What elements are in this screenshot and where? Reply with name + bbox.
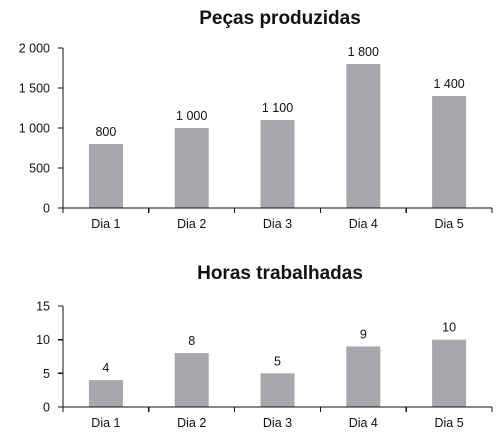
- chart-pecas-produzidas: Peças produzidas 800 1 000 1 100 1 800 1 400…: [19, 8, 493, 231]
- y-tick-label: 5: [43, 367, 50, 381]
- data-label: 8: [188, 334, 195, 348]
- y-tick-label: 1 500: [19, 82, 50, 96]
- x-tick-label: Dia 1: [91, 217, 120, 231]
- x-tick-label: Dia 4: [349, 416, 378, 430]
- bar-1: [88, 144, 123, 208]
- data-label: 9: [360, 327, 367, 341]
- x-tick-label: Dia 2: [177, 217, 206, 231]
- x-tick-label: Dia 5: [435, 217, 464, 231]
- y-tick-label: 0: [43, 202, 50, 216]
- bar-2: [174, 353, 209, 407]
- x-tick-label: Dia 3: [263, 217, 292, 231]
- data-label: 5: [274, 354, 281, 368]
- x-tick-label: Dia 2: [177, 416, 206, 430]
- y-tick-label: 500: [29, 162, 50, 176]
- bar-1: [88, 380, 123, 407]
- chart-title: Peças produzidas: [199, 8, 361, 29]
- x-tick-label: Dia 5: [435, 416, 464, 430]
- x-tick-label: Dia 3: [263, 416, 292, 430]
- y-tick-label: 2 000: [19, 42, 50, 56]
- data-label: 4: [102, 361, 109, 375]
- bar-5: [432, 96, 467, 208]
- data-label: 1 000: [176, 109, 207, 123]
- y-tick-label: 1 000: [19, 122, 50, 136]
- data-label: 800: [95, 125, 116, 139]
- bar-5: [432, 339, 467, 407]
- bar-2: [174, 128, 209, 208]
- chart-horas-trabalhadas: Horas trabalhadas 4 8 5 9 10 0 5 10 15 Dia 1 Dia 2…: [36, 263, 493, 430]
- x-tick-label: Dia 4: [349, 217, 378, 231]
- bar-4: [346, 64, 381, 208]
- data-label: 1 400: [433, 77, 464, 91]
- bar-3: [260, 120, 295, 208]
- y-tick-label: 15: [36, 300, 50, 314]
- y-tick-label: 0: [43, 401, 50, 415]
- data-label: 1 100: [262, 101, 293, 115]
- chart-title: Horas trabalhadas: [197, 263, 363, 284]
- data-label: 1 800: [348, 45, 379, 59]
- y-tick-label: 10: [36, 333, 50, 347]
- data-label: 10: [442, 321, 456, 335]
- bar-4: [346, 346, 381, 407]
- x-tick-label: Dia 1: [91, 416, 120, 430]
- bar-3: [260, 373, 295, 407]
